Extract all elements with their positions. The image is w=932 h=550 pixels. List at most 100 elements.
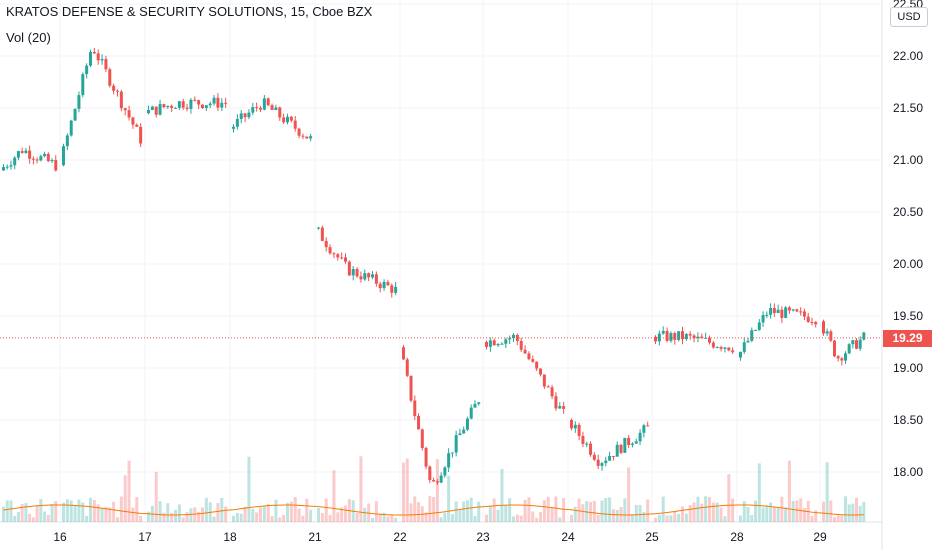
volume-bar [216,503,220,522]
candle-body [715,347,719,349]
candle-body [619,444,623,453]
candle-body [123,108,127,111]
volume-bar [104,507,108,522]
chart-title: KRATOS DEFENSE & SECURITY SOLUTIONS, 15,… [6,4,373,19]
volume-bar [73,505,77,522]
volume-bar [447,475,451,522]
volume-bar [309,509,313,522]
volume-bar [355,512,359,522]
candle-body [212,97,216,104]
candle-body [332,253,336,255]
volume-bar [2,506,5,522]
volume-bar [573,506,577,522]
candle-body [750,330,754,341]
candle-body [836,356,840,359]
volume-bar [81,502,85,522]
candle-body [150,106,154,110]
y-tick-label: 20.00 [893,257,923,271]
candle-body [355,269,359,277]
candle-body [127,110,131,118]
volume-bar [600,500,604,522]
volume-bar [154,471,158,522]
candle-body [523,349,527,354]
volume-bar [739,515,742,522]
volume-bar [340,507,344,522]
volume-bar [708,497,711,522]
volume-bar [496,509,500,522]
candle-body [270,105,274,110]
candle-body [708,337,711,343]
volume-bar [840,515,844,522]
x-tick-label: 24 [561,530,575,544]
candle-body [251,107,255,113]
candle-body [371,274,374,278]
candle-body [608,456,612,461]
candle-body [351,269,355,276]
volume-bar [424,512,428,522]
volume-bar [611,509,615,522]
volume-bar [251,508,255,522]
volume-bar [432,497,436,522]
volume-bar [825,462,829,522]
volume-bar [727,473,731,522]
candle-body [259,107,262,110]
candle-body [28,150,32,159]
volume-bar [189,508,193,522]
candle-body [673,333,677,340]
volume-ma [3,504,864,516]
candle-body [615,444,619,457]
volume-bar [162,512,166,522]
volume-bar [657,514,661,522]
candle-body [390,285,394,293]
candle-body [754,329,758,331]
volume-bar [324,498,328,522]
volume-bar [382,512,386,522]
candle-body [39,156,43,161]
candle-body [424,447,428,467]
candle-body [166,105,170,108]
candle-body [630,443,634,445]
candle-body [224,102,228,104]
volume-bar [508,498,512,522]
candle-body [858,339,862,349]
candle-body [496,343,500,346]
x-tick-label: 28 [730,530,744,544]
currency-button[interactable]: USD [890,7,928,27]
candle-body [432,480,436,482]
candle-body [769,308,773,315]
candle-body [301,135,305,137]
candle-body [243,113,247,118]
candle-body [104,59,108,70]
candle-body [681,331,684,340]
candle-body [462,429,466,434]
candle-body [320,227,324,241]
volume-bar [577,498,581,522]
candle-body [239,113,243,120]
candle-body [324,240,328,248]
candle-body [844,353,847,361]
candle-body [558,406,562,409]
volume-bar [266,503,270,522]
candle-body [696,336,700,339]
volume-bar [546,496,550,522]
volume-bar [458,510,462,522]
volume-bar [858,505,862,522]
volume-bar [757,463,761,522]
volume-bar [428,496,432,522]
volume-bar [278,517,282,522]
y-tick-label: 22.00 [893,49,923,63]
candle-body [135,124,139,127]
volume-bar [604,498,608,522]
volume-bar [112,501,116,522]
volume-bar [847,504,851,522]
volume-bar [417,502,421,522]
volume-bars [2,456,866,522]
volume-bar [328,514,332,522]
volume-bar [654,517,657,522]
candle-body [20,151,24,153]
candle-body [600,463,604,466]
volume-bar [409,503,413,522]
volume-bar [127,460,131,522]
